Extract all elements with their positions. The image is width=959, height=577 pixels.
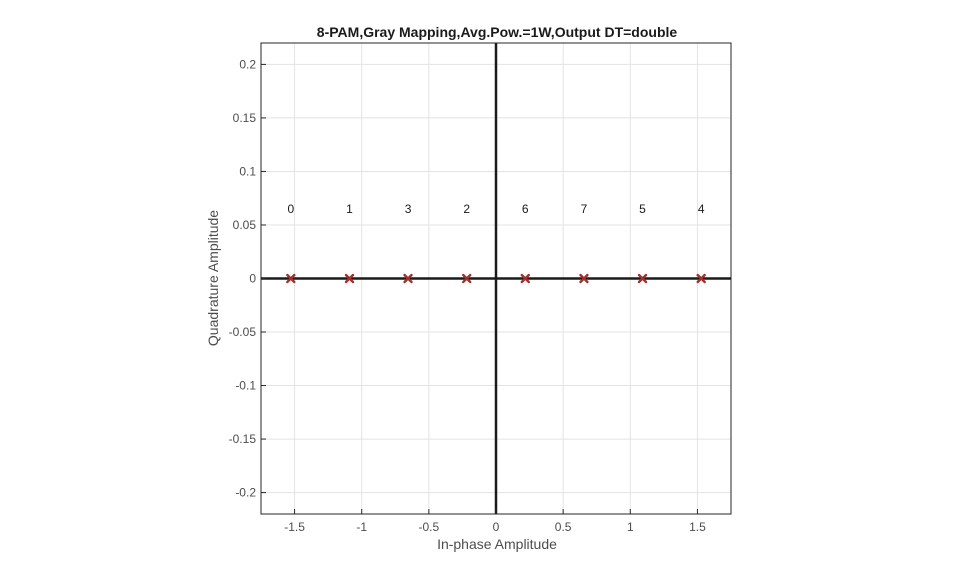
y-axis-label: Quadrature Amplitude [205, 210, 221, 346]
y-tick-label: 0.15 [233, 111, 257, 125]
y-tick-label: 0 [249, 272, 256, 286]
symbol-index-label: 3 [405, 202, 412, 216]
x-tick-label: 0 [493, 520, 500, 534]
constellation-point-marker [579, 273, 589, 284]
constellation-point-marker [403, 273, 413, 284]
symbol-index-label: 5 [639, 202, 646, 216]
symbol-labels: 0 1 3 2 6 7 5 4 [287, 202, 704, 216]
x-tick-label: 0.5 [555, 520, 572, 534]
constellation-point-marker [462, 273, 472, 284]
constellation-point-marker [344, 273, 355, 284]
x-tick-label: -0.5 [419, 520, 440, 534]
x-tick-label: -1 [356, 520, 367, 534]
y-tick-label: 0.05 [233, 218, 257, 232]
constellation-point-marker [696, 273, 706, 284]
x-axis-label: In-phase Amplitude [437, 536, 557, 552]
symbol-index-label: 1 [346, 202, 353, 216]
symbol-index-label: 0 [287, 202, 294, 216]
constellation-point-marker [286, 273, 296, 284]
origin-axis-lines [261, 43, 731, 514]
symbol-index-label: 6 [522, 202, 529, 216]
x-tick-label: -1.5 [284, 520, 305, 534]
y-tick-label: -0.1 [235, 379, 256, 393]
y-tick-label: 0.1 [239, 164, 256, 178]
y-axis-ticks: 0.2 0.15 0.1 0.05 0 -0.05 -0.1 -0.15 -0.2 [229, 57, 266, 500]
y-tick-label: -0.2 [235, 486, 256, 500]
x-axis-ticks: -1.5 -1 -0.5 0 0.5 1 1.5 [284, 509, 706, 534]
y-tick-label: -0.05 [229, 325, 257, 339]
symbol-index-label: 2 [463, 202, 470, 216]
symbol-index-label: 7 [581, 202, 588, 216]
symbol-index-label: 4 [698, 202, 705, 216]
y-tick-label: -0.15 [229, 432, 257, 446]
constellation-points [286, 273, 706, 284]
y-tick-label: 0.2 [239, 57, 256, 71]
x-tick-label: 1 [627, 520, 634, 534]
constellation-point-marker [520, 273, 530, 284]
chart-title: 8-PAM,Gray Mapping,Avg.Pow.=1W,Output DT… [317, 24, 678, 40]
constellation-point-marker [637, 273, 648, 284]
x-tick-label: 1.5 [689, 520, 706, 534]
